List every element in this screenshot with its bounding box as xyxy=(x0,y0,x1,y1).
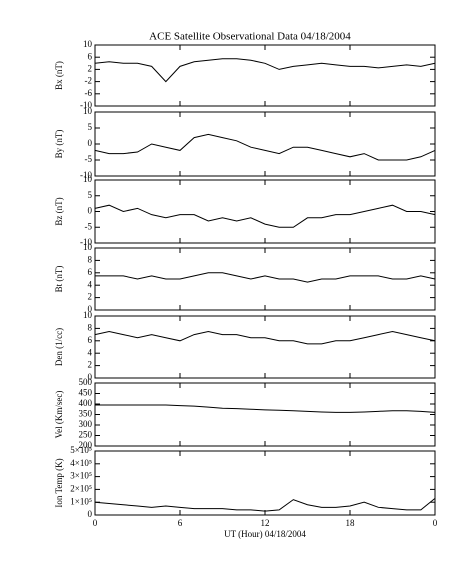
y-tick-label: 500 xyxy=(79,377,93,387)
y-tick-label: 5 xyxy=(88,190,93,200)
y-axis-label: By (nT) xyxy=(54,130,64,159)
y-tick-label: 0 xyxy=(88,206,93,216)
x-axis-label: UT (Hour) 04/18/2004 xyxy=(224,529,306,539)
y-tick-label: 2×10⁵ xyxy=(70,483,92,493)
data-line xyxy=(94,497,436,512)
y-tick-label: 10 xyxy=(83,39,93,49)
data-line xyxy=(94,204,436,228)
y-axis-label: Den (1/cc) xyxy=(54,328,64,366)
y-tick-label: 6 xyxy=(88,267,93,277)
y-tick-label: -5 xyxy=(85,154,93,164)
data-line xyxy=(94,133,436,161)
y-tick-label: 250 xyxy=(79,430,93,440)
x-tick-label: 0 xyxy=(433,518,438,528)
y-tick-label: 5×10⁵ xyxy=(70,445,92,455)
x-tick-label: 12 xyxy=(261,518,270,528)
y-tick-label: 5 xyxy=(88,122,93,132)
plot-frame xyxy=(94,450,436,516)
plot-frame xyxy=(94,179,436,244)
x-tick-label: 18 xyxy=(346,518,356,528)
y-tick-label: 200 xyxy=(79,440,93,450)
y-tick-label: 8 xyxy=(88,254,93,264)
y-tick-label: 4×10⁵ xyxy=(70,458,92,468)
y-tick-label: 0 xyxy=(88,509,93,519)
y-axis-label: Bx (nT) xyxy=(54,61,64,90)
y-tick-label: 4 xyxy=(88,347,93,357)
y-tick-label: 10 xyxy=(83,106,93,116)
y-tick-label: 400 xyxy=(79,398,93,408)
y-tick-label: 8 xyxy=(88,322,93,332)
y-tick-label: 2 xyxy=(88,63,93,73)
y-tick-label: 2 xyxy=(88,360,93,370)
y-tick-label: 0 xyxy=(88,304,93,314)
y-axis-label: Ion Temp (K) xyxy=(54,458,64,507)
plot-frame xyxy=(94,315,436,379)
x-tick-label: 0 xyxy=(93,518,98,528)
x-tick-label: 6 xyxy=(178,518,183,528)
y-tick-label: 0 xyxy=(88,138,93,148)
y-tick-label: 10 xyxy=(83,242,93,252)
data-line xyxy=(94,330,436,345)
y-tick-label: -10 xyxy=(80,237,92,247)
y-tick-label: 300 xyxy=(79,419,93,429)
y-tick-label: 10 xyxy=(83,174,93,184)
y-tick-label: 450 xyxy=(79,388,93,398)
plot-frame xyxy=(94,247,436,311)
y-tick-label: -10 xyxy=(80,100,92,110)
plot-frame xyxy=(94,111,436,177)
y-axis-label: Vel (Km/sec) xyxy=(54,391,64,439)
y-tick-label: -6 xyxy=(85,88,93,98)
y-axis-label: Bt (nT) xyxy=(54,266,64,293)
y-axis-label: Bz (nT) xyxy=(54,197,64,225)
y-tick-label: 10 xyxy=(83,310,93,320)
y-tick-label: 350 xyxy=(79,409,93,419)
y-tick-label: 0 xyxy=(88,372,93,382)
data-line xyxy=(94,58,436,83)
plot-frame xyxy=(94,44,436,107)
y-tick-label: 3×10⁵ xyxy=(70,471,92,481)
data-line xyxy=(95,272,436,283)
y-tick-label: 4 xyxy=(88,279,93,289)
y-tick-label: 6 xyxy=(88,335,93,345)
chart-title: ACE Satellite Observational Data 04/18/2… xyxy=(149,31,351,43)
y-tick-label: 1×10⁵ xyxy=(70,496,92,506)
y-tick-label: -5 xyxy=(85,221,93,231)
y-tick-label: -2 xyxy=(85,76,93,86)
data-line xyxy=(95,404,436,413)
plot-frame xyxy=(94,382,436,447)
y-tick-label: 6 xyxy=(88,51,93,61)
y-tick-label: 2 xyxy=(88,292,93,302)
y-tick-label: -10 xyxy=(80,170,92,180)
